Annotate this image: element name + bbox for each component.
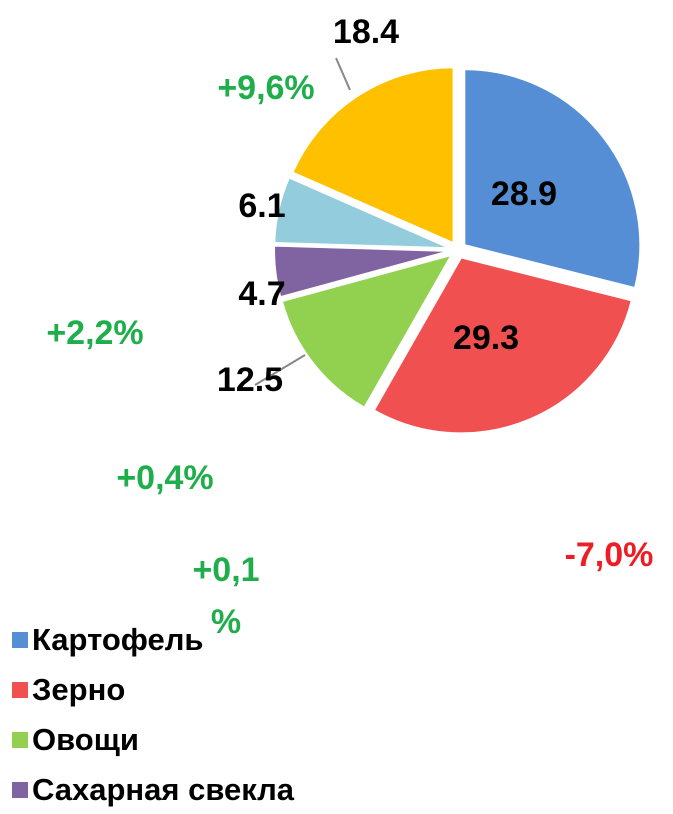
annotation: +0,1 % [192, 551, 260, 641]
legend-item: Картофель [12, 622, 203, 658]
pie-slice [273, 244, 451, 299]
data-label: 6.1 [238, 187, 285, 225]
pie-slice [273, 176, 451, 250]
legend-swatch [12, 732, 28, 748]
data-label: 12.5 [217, 361, 283, 399]
leader-line [254, 354, 306, 386]
data-label: 18.4 [333, 13, 399, 51]
legend-label: Сахарная свекла [32, 772, 295, 807]
annotation: +0,4% [116, 459, 214, 497]
data-label: 28.9 [491, 175, 557, 213]
legend-item: Сахарная свекла [12, 772, 294, 808]
annotation: +2,2% [46, 314, 144, 352]
legend-swatch [12, 632, 28, 648]
leader-line [335, 57, 351, 91]
legend-swatch [12, 782, 28, 798]
legend-label: Картофель [32, 622, 204, 657]
legend-label: Овощи [32, 722, 139, 757]
pie-slice [463, 68, 642, 290]
legend-item: Зерно [12, 672, 125, 708]
data-label: 4.7 [238, 275, 285, 313]
pie-slice [280, 253, 454, 410]
pie-slice [291, 66, 455, 245]
legend-label: Зерно [32, 672, 126, 707]
annotation: +9,6% [217, 69, 315, 107]
data-label: 29.3 [453, 319, 519, 357]
legend-item: Овощи [12, 722, 139, 758]
annotation: -7,0% [564, 536, 654, 574]
pie-slice [372, 256, 634, 435]
legend-swatch [12, 682, 28, 698]
